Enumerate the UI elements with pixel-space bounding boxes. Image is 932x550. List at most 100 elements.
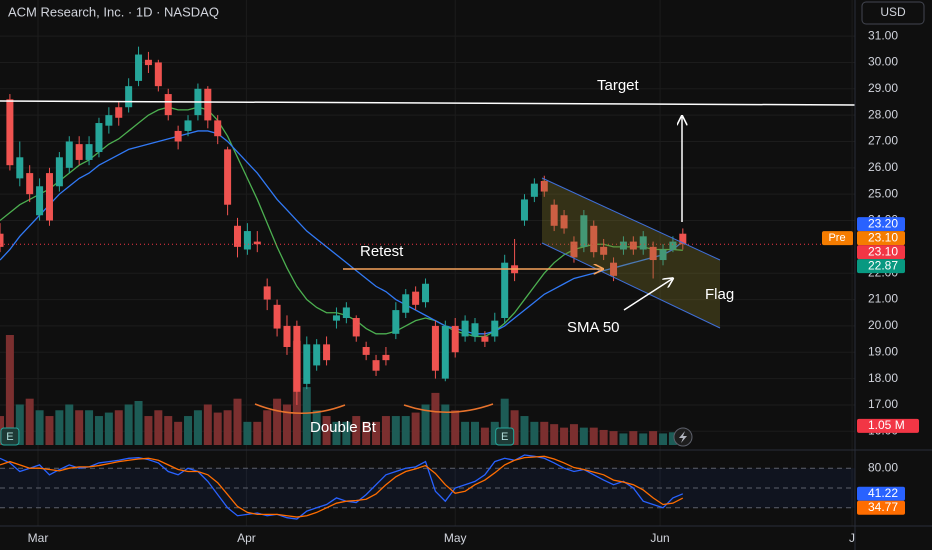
candle-body xyxy=(154,62,162,87)
volume-marker xyxy=(857,418,919,433)
y-tick-label: 20.00 xyxy=(868,318,898,332)
y-tick-label: 19.00 xyxy=(868,344,898,358)
currency-button[interactable] xyxy=(861,1,925,25)
candle-body xyxy=(491,320,499,337)
volume-bar xyxy=(381,416,390,445)
price-marker xyxy=(857,259,905,274)
candle-body xyxy=(471,323,479,337)
price-marker-label: 23.20 xyxy=(868,216,898,230)
price-marker-label: 23.10 xyxy=(868,244,898,258)
y-tick-label: 30.00 xyxy=(868,55,898,69)
candle-body xyxy=(263,286,271,300)
volume-bar xyxy=(65,404,74,445)
symbol-title: ACM Research, Inc. · 1D · NASDAQ xyxy=(8,4,219,19)
x-tick-label: Jun xyxy=(650,531,669,545)
volume-bar xyxy=(45,416,54,445)
candle-body xyxy=(659,249,667,261)
value-marker-label: 34.77 xyxy=(868,500,898,514)
y-tick-label: 17.00 xyxy=(868,397,898,411)
candle-body xyxy=(323,344,331,361)
channel-bottom xyxy=(541,242,721,329)
y-tick-label: 18.00 xyxy=(868,371,898,385)
annotation: Target xyxy=(597,77,640,94)
volume-bar xyxy=(441,404,450,445)
volume-bar xyxy=(619,433,628,445)
volume-bar xyxy=(579,427,588,445)
currency-button-label[interactable]: USD xyxy=(880,5,906,19)
candle-body xyxy=(55,157,63,187)
volume-bar xyxy=(629,431,638,445)
sma-line xyxy=(0,106,683,338)
volume-bar xyxy=(55,410,64,445)
volume-bar xyxy=(569,424,578,445)
stoch-line xyxy=(0,454,684,520)
stoch-line xyxy=(0,455,684,518)
volume-bar xyxy=(540,421,549,445)
volume-bar xyxy=(659,433,668,445)
candle-body xyxy=(75,144,83,160)
volume-bar xyxy=(114,410,123,445)
event-label: E xyxy=(6,431,13,443)
candle-body xyxy=(600,246,608,255)
price-marker xyxy=(857,217,905,232)
drawings: Target Retest Double Bt Flag SMA 50 xyxy=(0,77,855,447)
volume-bar xyxy=(471,421,479,445)
candle-body xyxy=(115,107,123,118)
volume-bar xyxy=(490,421,499,445)
volume-bar xyxy=(193,410,202,445)
annotation: Flag xyxy=(705,286,734,303)
candle-body xyxy=(36,186,44,216)
candle-body xyxy=(45,173,53,221)
candle-body xyxy=(243,231,251,250)
candle-body xyxy=(570,241,578,258)
candle-body xyxy=(560,215,568,229)
candle-body xyxy=(412,291,420,305)
volume-bar xyxy=(184,416,193,445)
candle-body xyxy=(135,54,143,81)
volume-bar xyxy=(25,398,34,445)
volume-bar xyxy=(589,427,598,445)
sma-line xyxy=(0,130,684,335)
candle-body xyxy=(590,225,598,253)
volume-bar xyxy=(599,429,608,445)
candle-body xyxy=(352,318,360,337)
volume-bar xyxy=(263,410,272,445)
volume-bar xyxy=(213,412,222,445)
y-tick-label: 21.00 xyxy=(868,292,898,306)
x-tick-label: Mar xyxy=(28,531,49,545)
volume-bar xyxy=(312,410,321,445)
bottom-arc xyxy=(254,403,346,414)
volume-bar xyxy=(85,410,94,445)
y-tick-label: 31.00 xyxy=(868,28,898,42)
candle-body xyxy=(392,310,400,334)
volume-bar xyxy=(144,416,153,445)
volume-bar xyxy=(124,404,133,445)
volume-bar xyxy=(451,410,460,445)
value-marker-label: 41.22 xyxy=(868,486,898,500)
candle-body xyxy=(0,233,4,247)
volume-bar xyxy=(352,416,361,445)
volume-bar xyxy=(391,416,400,445)
candle-body xyxy=(234,225,241,247)
target-line xyxy=(0,100,855,106)
candle-body xyxy=(65,141,73,168)
candle-body xyxy=(372,360,380,371)
candle-body xyxy=(402,294,410,313)
candle-body xyxy=(422,283,430,303)
candle-body xyxy=(6,99,14,166)
volume-bar xyxy=(500,398,509,445)
candle-body xyxy=(164,94,172,116)
volume-bar xyxy=(431,392,440,445)
volume-bar xyxy=(401,416,410,445)
candle-body xyxy=(85,144,93,160)
price-marker-label: 23.10 xyxy=(868,230,898,244)
volume-bar xyxy=(649,431,658,445)
price-marker-label: 22.87 xyxy=(868,258,898,272)
volume-bar xyxy=(75,410,84,445)
candle-body xyxy=(461,320,469,337)
candle-body xyxy=(619,241,627,250)
volume-bar xyxy=(332,421,341,445)
candle-body xyxy=(204,88,212,121)
